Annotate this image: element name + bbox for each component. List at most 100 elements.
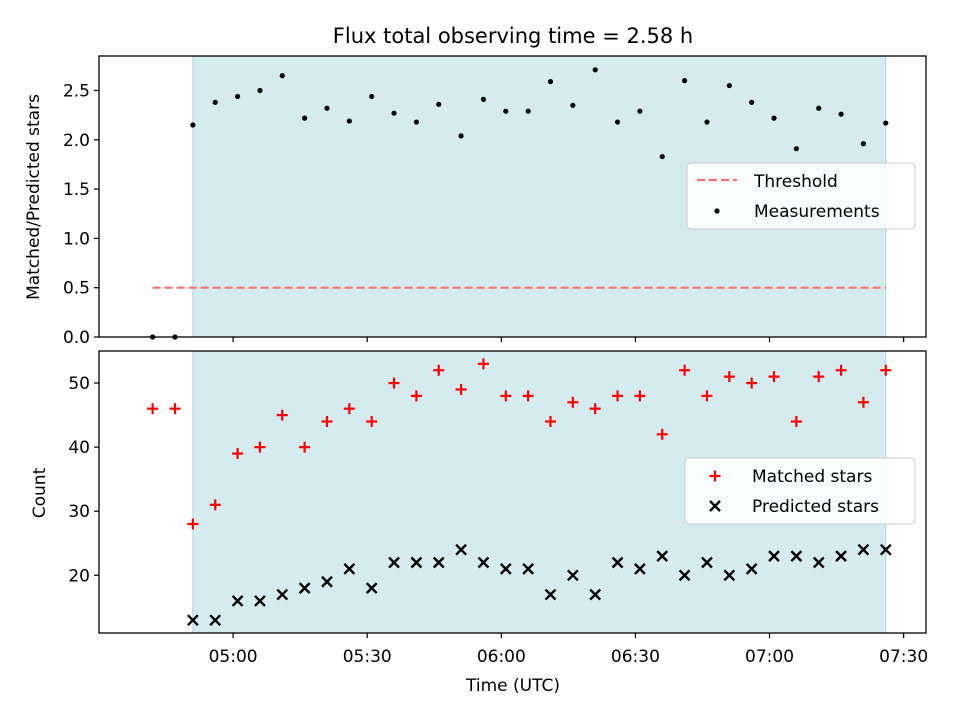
legend-predicted-label: Predicted stars [752, 497, 879, 517]
measurement-point [749, 99, 755, 105]
measurement-point [637, 108, 643, 114]
chart-title: Flux total observing time = 2.58 h [333, 24, 693, 48]
predicted-stars-point [857, 543, 870, 556]
top-legend: Threshold Measurements [686, 162, 916, 230]
predicted-stars-point [812, 556, 825, 569]
measurement-point [525, 108, 531, 114]
measurement-point [413, 119, 419, 125]
predicted-stars-point [745, 563, 758, 575]
predicted-stars-point [209, 614, 222, 627]
predicted-stars-point [790, 550, 803, 562]
matched-stars-point [147, 403, 159, 415]
matched-stars-point [857, 396, 869, 408]
y-tick-label: 50 [68, 374, 90, 394]
matched-stars-point [634, 390, 646, 402]
predicted-stars-point [544, 588, 557, 601]
measurement-point [726, 82, 732, 89]
legend-threshold-label: Threshold [753, 172, 838, 192]
measurement-point [570, 102, 576, 108]
measurement-point [816, 105, 822, 111]
y-tick-label: 20 [68, 566, 90, 586]
predicted-stars-point [678, 569, 691, 582]
measurement-point [324, 105, 330, 111]
matched-stars-point [433, 364, 445, 376]
y-tick-label: 0.0 [63, 328, 90, 348]
predicted-stars-point [321, 575, 333, 588]
predicted-stars-point [388, 556, 400, 569]
measurement-point [458, 133, 464, 139]
matched-stars-point [701, 390, 713, 402]
measurement-point [212, 99, 218, 105]
predicted-stars-point [254, 595, 266, 607]
matched-stars-point [544, 416, 556, 427]
matched-stars-point [455, 383, 467, 395]
matched-stars-point [790, 416, 802, 427]
predicted-stars-point [768, 550, 780, 562]
legend-matched-label: Matched stars [752, 467, 872, 487]
measurement-point [771, 115, 777, 121]
legend-matched-swatch [709, 470, 721, 482]
matched-stars-point [589, 403, 601, 415]
matched-stars-point [679, 364, 691, 376]
top-panel: 0.0 0.5 1.0 1.5 2.0 2.5 Threshold Measurements [63, 55, 927, 348]
measurement-point [659, 153, 665, 160]
matched-stars-point [187, 518, 199, 530]
predicted-stars-point [455, 543, 467, 556]
legend-predicted-swatch [709, 500, 721, 512]
matched-stars-point [880, 364, 892, 376]
measurement-point [257, 87, 263, 94]
matched-stars-point [500, 390, 512, 402]
predicted-stars-point [298, 582, 311, 594]
y-tick-label: 2.5 [63, 82, 90, 102]
y-tick-label: 1.0 [63, 229, 90, 249]
matched-stars-point [254, 441, 266, 453]
matched-stars-point [835, 364, 847, 376]
predicted-stars-point [634, 563, 646, 575]
measurement-point [838, 111, 844, 117]
bottom-panel: 20 30 40 50 05:00 05:30 06:00 06:30 07:00 07:30 Ma… [68, 350, 928, 667]
matched-stars-point [343, 403, 355, 415]
measurement-point [704, 119, 710, 125]
x-tick-label: 06:30 [611, 647, 660, 667]
matched-stars-point [388, 377, 400, 389]
matched-stars-point [522, 390, 534, 402]
measurement-point [391, 110, 397, 116]
predicted-stars-point [656, 550, 669, 562]
matched-stars-point [656, 428, 668, 440]
matched-stars-point [612, 390, 624, 402]
matched-stars-point [366, 416, 378, 427]
legend-box [684, 457, 916, 525]
measurement-point [547, 79, 554, 85]
y-tick-label: 0.5 [63, 279, 90, 299]
matched-stars-point [169, 403, 181, 415]
y-tick-label: 40 [68, 438, 90, 458]
matched-stars-point [276, 409, 288, 421]
measurement-point [279, 73, 285, 79]
predicted-stars-point [410, 556, 423, 569]
measurement-point [883, 120, 889, 126]
top-y-axis-label: Matched/Predicted stars [24, 94, 44, 300]
matched-stars-point [299, 441, 311, 453]
matched-stars-point [410, 390, 422, 402]
bottom-legend: Matched stars Predicted stars [684, 457, 916, 525]
predicted-stars-point [589, 588, 602, 601]
measurement-point [860, 141, 867, 147]
matched-stars-point [321, 416, 333, 427]
measurement-point [592, 67, 598, 73]
measurement-point [190, 122, 196, 128]
y-tick-label: 2.0 [63, 131, 90, 151]
predicted-stars-point [701, 556, 713, 569]
measurement-point [614, 119, 621, 125]
measurement-point [436, 101, 442, 107]
predicted-stars-point [611, 556, 624, 569]
x-tick-label: 07:00 [745, 647, 794, 667]
y-tick-label: 30 [68, 502, 90, 522]
x-tick-label: 06:00 [477, 647, 526, 667]
x-axis-label: Time (UTC) [465, 676, 560, 696]
plot-frame [98, 55, 927, 338]
x-tick-label: 07:30 [879, 647, 928, 667]
plot-frame [98, 350, 927, 634]
measurement-point [682, 78, 688, 84]
legend-box [686, 162, 916, 230]
predicted-stars-point [835, 550, 847, 562]
